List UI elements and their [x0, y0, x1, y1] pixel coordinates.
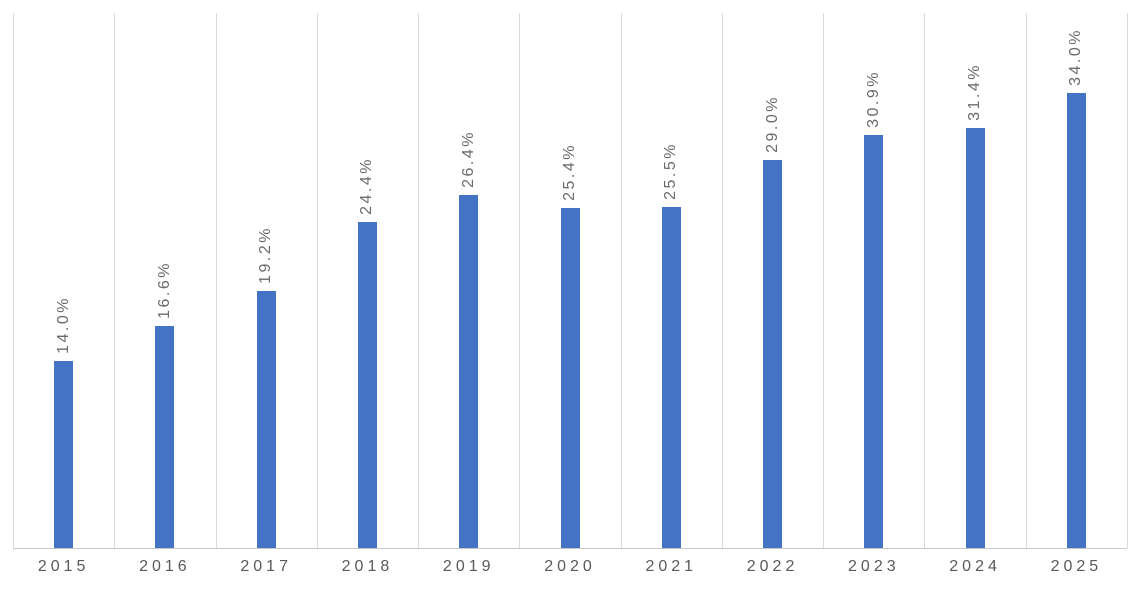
gridline	[823, 13, 825, 548]
bar-2024	[965, 128, 985, 548]
x-axis-label-2015: 2015	[37, 558, 90, 575]
x-axis-label-2021: 2021	[645, 558, 698, 575]
bar-2020	[560, 208, 580, 548]
data-label-2018: 24.4%	[358, 156, 376, 215]
bar-2022	[763, 160, 783, 548]
gridline	[1127, 13, 1128, 548]
data-label-2021: 25.5%	[662, 142, 680, 200]
plot-area: 14.0% 16.6% 19.2% 24.4% 26.4% 25.4% 25.5% 29.0%…	[13, 13, 1128, 548]
gridline	[215, 13, 217, 548]
gridline	[924, 13, 926, 548]
x-axis-label-2022: 2022	[746, 558, 799, 575]
data-label-2019: 26.4%	[459, 130, 477, 188]
bar-2021	[661, 206, 681, 548]
gridline	[418, 13, 420, 548]
data-label-2015: 14.0%	[54, 295, 72, 354]
gridline	[13, 13, 14, 548]
bar-2025	[1066, 93, 1086, 548]
x-axis-labels: 2015 2016 2017 2018 2019 2020 2021 2022 2023 2024…	[0, 558, 1143, 582]
x-axis-label-2017: 2017	[240, 558, 292, 575]
x-axis-label-2019: 2019	[442, 558, 495, 575]
x-axis-line	[13, 548, 1127, 549]
gridline	[620, 13, 622, 548]
x-axis-label-2024: 2024	[949, 558, 1001, 575]
data-label-2024: 31.4%	[966, 63, 984, 122]
data-label-2022: 29.0%	[763, 95, 781, 154]
data-label-2020: 25.4%	[561, 143, 578, 202]
x-axis-label-2023: 2023	[848, 558, 900, 575]
x-axis-label-2020: 2020	[544, 558, 596, 575]
bar-2019	[459, 194, 479, 548]
data-label-2023: 30.9%	[864, 69, 882, 128]
gridline	[721, 13, 723, 548]
bar-2016	[155, 325, 175, 548]
data-label-2016: 16.6%	[155, 261, 173, 319]
data-label-2025: 34.0%	[1067, 28, 1085, 87]
x-axis-label-2016: 2016	[139, 558, 191, 575]
gridline	[316, 13, 318, 548]
gridline	[1025, 13, 1027, 548]
x-axis-label-2025: 2025	[1050, 558, 1103, 575]
data-label-2017: 19.2%	[257, 226, 275, 285]
gridline	[519, 13, 521, 548]
x-axis-label-2018: 2018	[341, 558, 394, 575]
gridline	[114, 13, 116, 548]
bar-2015	[54, 360, 74, 548]
bar-2018	[357, 221, 377, 548]
bar-2017	[256, 291, 276, 548]
bar-2023	[864, 134, 884, 548]
